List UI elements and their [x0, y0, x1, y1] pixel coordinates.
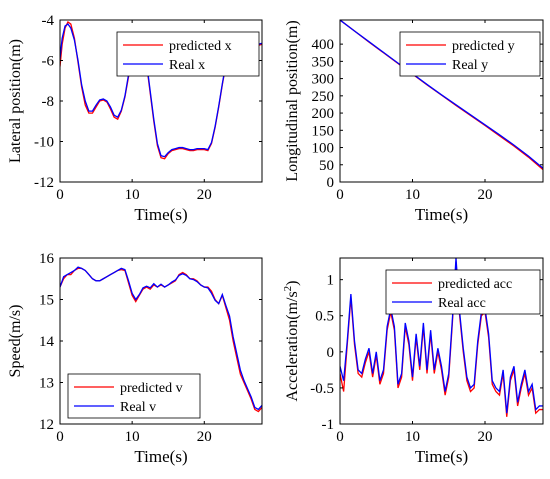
y-tick-label: 200	[312, 106, 335, 122]
legend-entry: Real x	[169, 58, 205, 73]
legend-entry: predicted y	[452, 39, 515, 54]
x-tick-label: 10	[125, 187, 140, 203]
y-tick-label: 100	[312, 141, 335, 157]
legend: predicted y Real y	[399, 31, 541, 77]
x-axis-label: Time(s)	[415, 205, 468, 224]
series-line-real	[60, 266, 262, 411]
legend-box	[116, 31, 260, 77]
x-tick-label: 0	[336, 187, 344, 203]
series-line-real	[340, 20, 543, 169]
y-tick-label: 300	[312, 72, 335, 88]
y-tick-label: 16	[39, 251, 55, 267]
y-tick-label: 13	[39, 376, 54, 392]
legend-entry: predicted v	[120, 381, 183, 396]
subplot-4: 0 10 20 -1 -0.5 0 0.5 1 Time(s) Acceleration(m/s2…	[282, 257, 544, 466]
y-axis-label: Longitudinal position(m)	[284, 20, 301, 181]
y-axis-label-text: Acceleration(m/s	[284, 291, 301, 401]
y-tick-label: -8	[42, 94, 55, 110]
x-axis-label: Time(s)	[134, 447, 187, 466]
x-tick-label: 10	[405, 187, 420, 203]
y-axis-label-text: Speed(m/s)	[7, 305, 24, 378]
y-tick-label: 1	[327, 273, 335, 289]
x-tick-label: 0	[56, 187, 64, 203]
x-tick-label: 20	[197, 429, 212, 445]
y-axis-label-text: Lateral position(m)	[7, 39, 24, 163]
legend: predicted acc Real acc	[385, 269, 541, 315]
subplot-1: 0 10 20 -12 -10 -8 -6 -4 Time(s) Lateral position…	[7, 13, 263, 224]
subplot-3: 0 10 20 12 13 14 15 16 Time(s) Speed(m/s) predicte…	[7, 251, 263, 466]
legend: predicted x Real x	[116, 31, 260, 77]
y-axis-label: Acceleration(m/s2)	[282, 281, 301, 402]
y-tick-label: 50	[319, 158, 334, 174]
y-tick-label: 0	[327, 345, 335, 361]
y-tick-label: 12	[39, 417, 54, 433]
y-tick-label: 14	[39, 334, 55, 350]
legend: predicted v Real v	[67, 373, 201, 419]
x-tick-label: 10	[125, 429, 140, 445]
axes-box	[339, 257, 544, 425]
y-tick-label: 400	[312, 37, 335, 53]
y-tick-label: -10	[34, 135, 54, 151]
legend-entry: predicted acc	[438, 277, 512, 292]
legend-entry: predicted x	[169, 39, 232, 54]
y-tick-label: 0	[327, 175, 335, 191]
legend-box	[67, 373, 201, 419]
x-tick-label: 20	[197, 187, 212, 203]
x-axis-label: Time(s)	[415, 447, 468, 466]
x-tick-label: 0	[336, 429, 344, 445]
y-tick-label: -1	[322, 417, 335, 433]
subplot-2: 0 10 20050100150200250300350400Time(s)Long…	[284, 19, 544, 224]
y-axis-label-end: )	[284, 281, 301, 286]
x-axis-label: Time(s)	[134, 205, 187, 224]
x-tick-label: 10	[405, 429, 420, 445]
legend-entry: Real y	[452, 58, 488, 73]
y-axis-label-superscript: 2	[282, 286, 294, 292]
x-tick-label: 0	[56, 429, 64, 445]
series-line-real	[60, 23, 262, 158]
series-line-real	[340, 258, 543, 414]
y-tick-label: -0.5	[310, 381, 334, 397]
y-tick-label: 250	[312, 89, 335, 105]
legend-box	[385, 269, 541, 315]
y-tick-label: -6	[42, 54, 55, 70]
y-axis-label-text: Longitudinal position(m)	[284, 20, 301, 181]
legend-box	[399, 31, 541, 77]
y-axis-label: Lateral position(m)	[7, 39, 24, 163]
axes-box	[339, 19, 544, 183]
y-tick-label: 15	[39, 293, 54, 309]
x-tick-label: 20	[478, 187, 493, 203]
legend-entry: Real acc	[438, 296, 486, 311]
y-tick-label: 0.5	[315, 309, 334, 325]
x-tick-label: 20	[478, 429, 493, 445]
y-tick-label: -4	[42, 13, 55, 29]
y-tick-label: 150	[312, 123, 335, 139]
legend-entry: Real v	[120, 400, 156, 415]
y-tick-label: -12	[34, 175, 54, 191]
y-axis-label: Speed(m/s)	[7, 305, 24, 378]
y-tick-label: 350	[312, 54, 335, 70]
